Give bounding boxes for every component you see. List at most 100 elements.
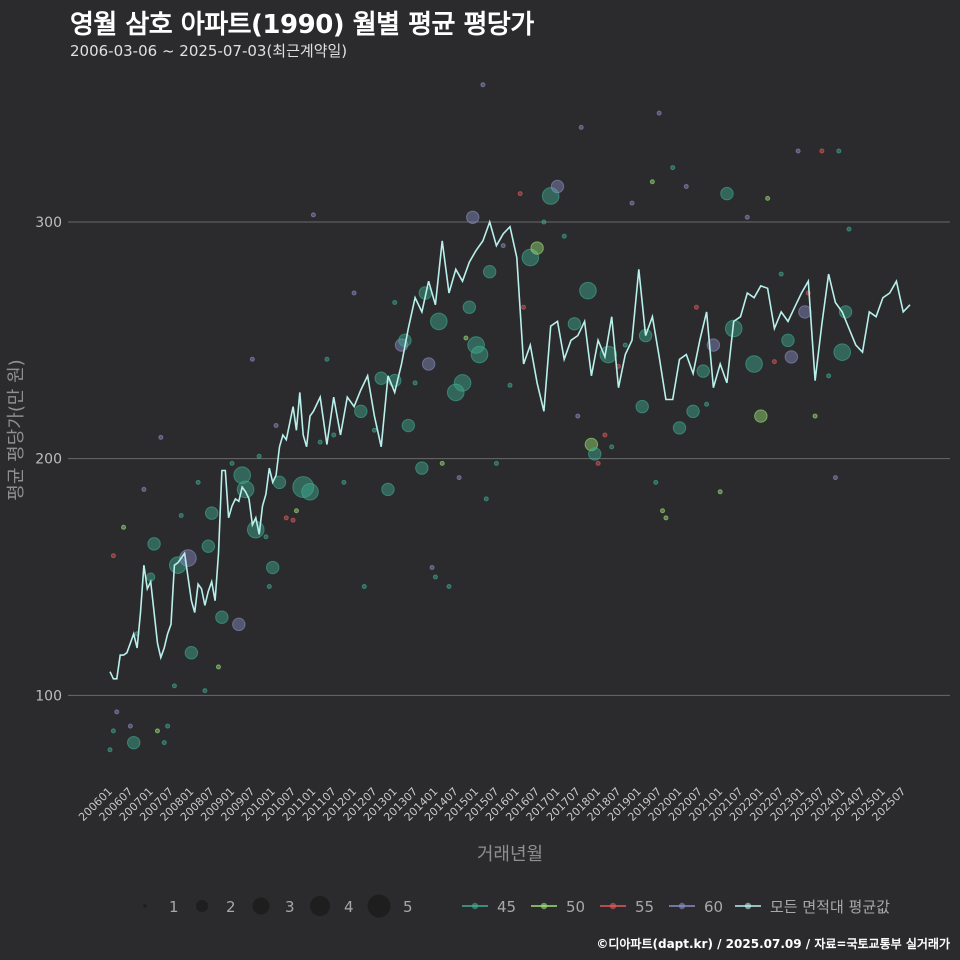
footer-credit: ©디아파트(dapt.kr) / 2025.07.09 / 자료=국토교통부 실… bbox=[596, 937, 950, 951]
scatter-point-50 bbox=[463, 335, 469, 341]
scatter-point-45 bbox=[381, 482, 395, 497]
scatter-point-55 bbox=[283, 515, 289, 521]
series-legend-dot bbox=[540, 902, 548, 910]
scatter-point-60 bbox=[795, 148, 801, 154]
scatter-point-60 bbox=[421, 357, 436, 371]
scatter-point-45 bbox=[204, 506, 219, 520]
y-tick-label: 100 bbox=[35, 688, 62, 704]
scatter-point-50 bbox=[649, 179, 655, 185]
scatter-point-50 bbox=[293, 508, 299, 514]
scatter-point-45 bbox=[836, 148, 842, 154]
scatter-point-45 bbox=[541, 219, 547, 225]
scatter-point-45 bbox=[266, 583, 272, 589]
scatter-point-55 bbox=[771, 359, 777, 365]
scatter-point-60 bbox=[784, 350, 799, 364]
scatter-point-60 bbox=[273, 423, 279, 429]
scatter-point-45 bbox=[635, 399, 649, 414]
scatter-point-60 bbox=[656, 110, 662, 116]
scatter-point-45 bbox=[392, 299, 398, 305]
scatter-point-45 bbox=[195, 479, 201, 485]
scatter-point-45 bbox=[266, 560, 280, 575]
scatter-point-45 bbox=[846, 226, 852, 232]
scatter-point-45 bbox=[215, 610, 229, 624]
scatter-point-45 bbox=[724, 319, 743, 338]
scatter-point-60 bbox=[744, 214, 750, 220]
size-legend-label: 5 bbox=[403, 898, 413, 916]
series-legend-label: 모든 면적대 평균값 bbox=[770, 898, 890, 916]
scatter-point-50 bbox=[754, 409, 768, 423]
chart-subtitle: 2006-03-06 ~ 2025-07-03(최근계약일) bbox=[70, 42, 348, 60]
scatter-point-60 bbox=[310, 212, 316, 218]
scatter-point-55 bbox=[110, 553, 116, 559]
scatter-point-45 bbox=[696, 364, 710, 378]
scatter-point-60 bbox=[466, 210, 480, 224]
scatter-point-60 bbox=[480, 82, 486, 88]
scatter-point-45 bbox=[561, 233, 567, 239]
average-line-layer bbox=[109, 219, 911, 680]
size-legend-label: 4 bbox=[344, 898, 354, 916]
scatter-point-60 bbox=[683, 184, 689, 189]
scatter-point-45 bbox=[412, 380, 418, 386]
scatter-point-45 bbox=[184, 646, 199, 660]
scatter-point-60 bbox=[429, 565, 435, 571]
scatter-point-45 bbox=[609, 444, 615, 450]
scatter-point-60 bbox=[575, 413, 581, 419]
scatter-point-60 bbox=[351, 290, 357, 296]
scatter-point-45 bbox=[599, 345, 618, 364]
scatter-points bbox=[107, 82, 853, 753]
size-legend: 1 2 3 4 5 bbox=[143, 894, 413, 918]
series-legend-dot bbox=[744, 902, 752, 910]
x-axis-ticks: 2006012006072007012007072008012008072009… bbox=[76, 785, 908, 824]
y-tick-label: 300 bbox=[35, 215, 62, 231]
y-axis-label: 평균 평당가(만 원) bbox=[6, 359, 27, 500]
scatter-point-50 bbox=[121, 524, 127, 530]
scatter-point-45 bbox=[341, 479, 347, 485]
scatter-point-45 bbox=[781, 333, 795, 348]
scatter-point-45 bbox=[324, 356, 330, 362]
x-axis-label: 거래년월 bbox=[477, 844, 543, 865]
scatter-point-45 bbox=[622, 342, 628, 348]
scatter-point-45 bbox=[374, 371, 388, 385]
scatter-point-45 bbox=[178, 512, 184, 518]
size-legend-marker bbox=[252, 897, 270, 915]
scatter-point-45 bbox=[745, 355, 763, 373]
series-legend-dot bbox=[678, 902, 686, 910]
scatter-point-45 bbox=[432, 574, 438, 580]
scatter-point-45 bbox=[588, 447, 602, 461]
series-legend: 45 50 55 60 모든 면적대 평균값 bbox=[462, 898, 890, 916]
scatter-point-50 bbox=[154, 728, 160, 734]
scatter-point-50 bbox=[530, 241, 544, 255]
scatter-point-45 bbox=[229, 460, 235, 466]
scatter-point-45 bbox=[493, 460, 499, 466]
scatter-point-60 bbox=[456, 475, 462, 481]
scatter-point-45 bbox=[415, 461, 429, 475]
scatter-point-60 bbox=[127, 723, 133, 729]
scatter-point-45 bbox=[653, 479, 659, 485]
size-legend-marker bbox=[143, 904, 147, 908]
scatter-point-45 bbox=[778, 271, 784, 277]
scatter-point-45 bbox=[317, 439, 323, 445]
scatter-point-55 bbox=[521, 304, 527, 310]
scatter-point-45 bbox=[430, 312, 448, 331]
scatter-point-55 bbox=[517, 191, 523, 197]
scatter-point-55 bbox=[602, 432, 608, 438]
scatter-point-45 bbox=[147, 537, 161, 551]
average-price-line bbox=[109, 219, 911, 680]
scatter-point-45 bbox=[482, 265, 497, 279]
scatter-point-55 bbox=[595, 460, 601, 466]
scatter-point-45 bbox=[165, 723, 171, 729]
scatter-point-45 bbox=[507, 382, 513, 388]
series-legend-label: 45 bbox=[497, 898, 516, 916]
series-legend-dot bbox=[471, 902, 479, 910]
scatter-point-45 bbox=[826, 373, 832, 379]
scatter-point-45 bbox=[467, 336, 485, 354]
y-tick-label: 200 bbox=[35, 452, 62, 468]
scatter-point-45 bbox=[579, 281, 597, 300]
scatter-point-60 bbox=[832, 475, 838, 481]
scatter-point-45 bbox=[401, 418, 416, 433]
series-legend-label: 60 bbox=[704, 898, 723, 916]
y-axis-ticks: 100 200 300 bbox=[35, 215, 62, 704]
scatter-point-45 bbox=[686, 404, 700, 419]
scatter-point-45 bbox=[161, 740, 167, 746]
scatter-point-45 bbox=[146, 572, 156, 582]
